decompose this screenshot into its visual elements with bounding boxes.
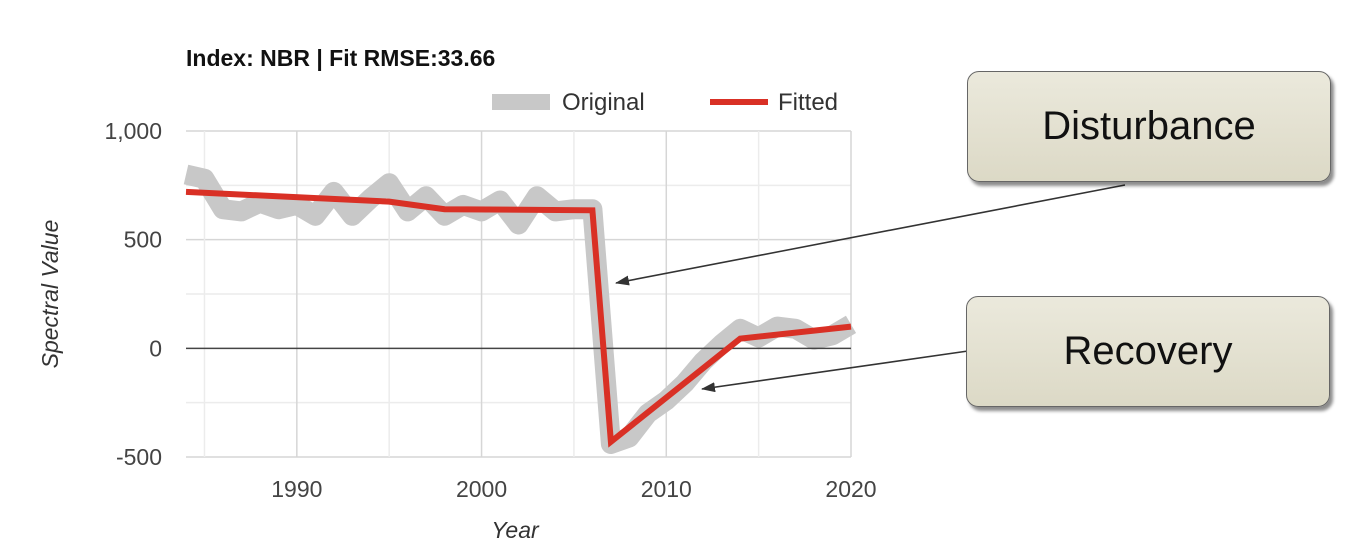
y-tick-label: 0 [149,335,162,361]
y-tick-label: 500 [124,227,162,253]
x-tick-label: 1990 [271,476,322,502]
original-series-layer [183,164,857,454]
x-tick-label: 2010 [641,476,692,502]
y-tick-label: 1,000 [104,118,162,144]
tick-labels: -500 0 500 1,000 1990 2000 2010 2020 [104,118,876,502]
gridlines [186,130,852,458]
legend-label-original: Original [562,89,645,116]
disturbance-callout: Disturbance [967,71,1331,182]
y-tick-label: -500 [116,444,162,470]
recovery-arrow [701,350,969,393]
legend-swatch-original [492,94,550,110]
fitted-series-layer [185,188,852,448]
legend-label-fitted: Fitted [778,89,838,116]
original-series-line [183,164,857,454]
x-tick-label: 2000 [456,476,507,502]
legend: Original Fitted [492,89,838,116]
chart-title: Index: NBR | Fit RMSE:33.66 [186,45,495,71]
recovery-label: Recovery [1063,329,1233,373]
disturbance-arrow [615,184,1126,286]
recovery-callout: Recovery [966,296,1330,407]
x-tick-label: 2020 [825,476,876,502]
disturbance-label: Disturbance [1042,104,1256,148]
x-axis-title: Year [491,517,540,543]
y-axis-title: Spectral Value [37,220,63,369]
